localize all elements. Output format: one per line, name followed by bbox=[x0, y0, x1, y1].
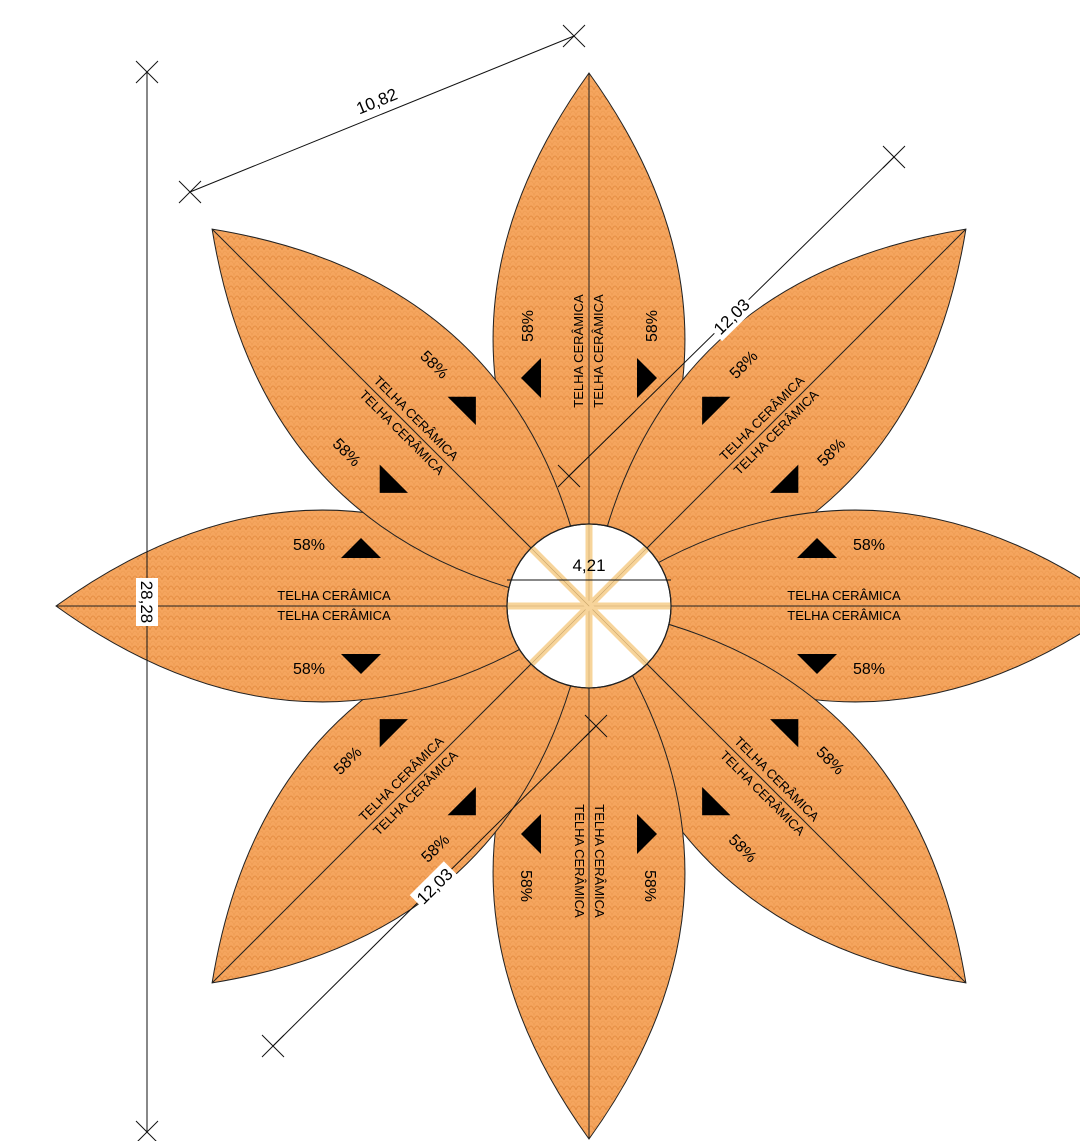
top-width-dimension-tick bbox=[562, 24, 586, 48]
slope-arrow-icon bbox=[447, 787, 476, 816]
diagonal-lower-dimension-label-bg bbox=[409, 861, 460, 911]
ridge-line bbox=[588, 605, 967, 984]
ridge-line bbox=[211, 228, 590, 607]
total-height-dimension-tick bbox=[137, 1120, 159, 1141]
slope-arrow-icon bbox=[341, 538, 381, 558]
roof-petals bbox=[55, 72, 1080, 1140]
total-height-dimension-tick bbox=[135, 60, 159, 84]
slope-arrow-icon bbox=[770, 464, 799, 493]
slope-arrow-icon bbox=[379, 719, 408, 748]
slope-arrow-icon bbox=[521, 814, 541, 854]
slope-arrow-icon bbox=[637, 814, 657, 854]
top-width-dimension-label: 10,82 bbox=[354, 85, 401, 119]
courtyard-outline bbox=[506, 523, 672, 689]
hub-diameter-label: 4,21 bbox=[572, 556, 605, 575]
telha-ceramica-label: TELHA CERÂMICA bbox=[572, 804, 587, 918]
top-width-dimension-tick bbox=[178, 180, 202, 204]
slope-percent-label: 58% bbox=[644, 310, 661, 342]
slope-percent-label: 58% bbox=[853, 537, 885, 554]
telha-ceramica-label: TELHA CERÂMICA bbox=[277, 608, 391, 623]
courtyard-beam-edge bbox=[530, 605, 590, 665]
slope-arrow-icon bbox=[637, 358, 657, 398]
top-width-dimension-line bbox=[189, 35, 575, 193]
slope-percent-label: 58% bbox=[293, 661, 325, 678]
telha-ceramica-label: TELHA CERÂMICA bbox=[571, 294, 586, 408]
diagonal-upper-dimension-tick bbox=[882, 145, 906, 169]
courtyard-beam-edge bbox=[588, 605, 648, 665]
total-height-dimension-label: 28,28 bbox=[137, 581, 156, 624]
central-courtyard: 4,21 bbox=[506, 523, 672, 689]
slope-arrow-icon bbox=[521, 358, 541, 398]
slope-arrow-icon bbox=[702, 787, 731, 816]
telha-ceramica-label: TELHA CERÂMICA bbox=[787, 588, 901, 603]
slope-percent-label: 58% bbox=[517, 870, 534, 902]
total-height-dimension-label-bg bbox=[136, 578, 158, 626]
slope-percent-label: 58% bbox=[853, 661, 885, 678]
diagonal-lower-dimension-tick bbox=[584, 714, 608, 738]
diagonal-upper-dimension-tick bbox=[557, 464, 581, 488]
ridge-line bbox=[588, 228, 967, 607]
ridge-line bbox=[211, 605, 590, 984]
telha-ceramica-label: TELHA CERÂMICA bbox=[591, 294, 606, 408]
slope-arrow-icon bbox=[770, 719, 799, 748]
telha-ceramica-label: TELHA CERÂMICA bbox=[787, 608, 901, 623]
courtyard-beam-edge bbox=[588, 547, 648, 607]
slope-arrow-icon bbox=[447, 396, 476, 425]
slope-arrow-icon bbox=[379, 464, 408, 493]
slope-percent-label: 58% bbox=[641, 870, 658, 902]
courtyard-beam-edge bbox=[530, 547, 590, 607]
diagonal-lower-dimension-tick bbox=[261, 1034, 285, 1058]
telha-ceramica-label: TELHA CERÂMICA bbox=[592, 804, 607, 918]
slope-arrow-icon bbox=[797, 654, 837, 674]
slope-arrow-icon bbox=[702, 396, 731, 425]
slope-arrow-icon bbox=[797, 538, 837, 558]
slope-arrow-icon bbox=[341, 654, 381, 674]
slope-percent-label: 58% bbox=[520, 310, 537, 342]
slope-percent-label: 58% bbox=[293, 537, 325, 554]
telha-ceramica-label: TELHA CERÂMICA bbox=[277, 588, 391, 603]
diagonal-upper-dimension-label-bg bbox=[706, 291, 757, 342]
